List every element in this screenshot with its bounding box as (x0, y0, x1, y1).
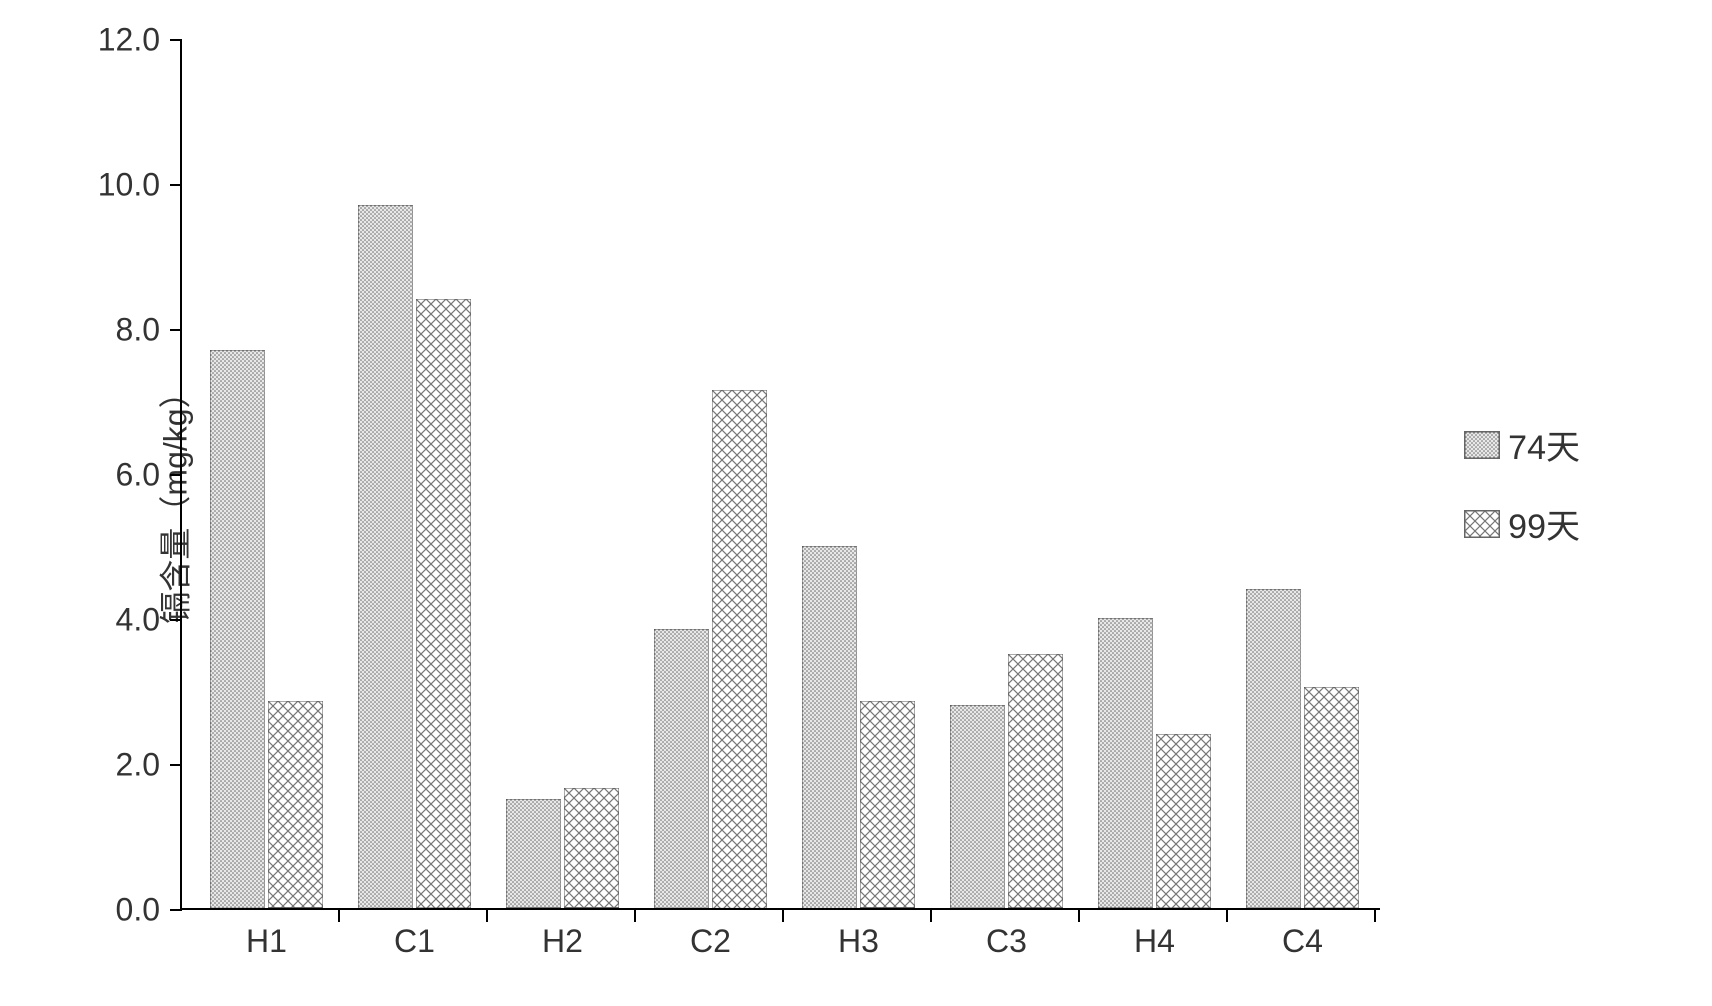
bar-C1-99天 (416, 299, 471, 908)
x-tick-label: H3 (838, 923, 879, 960)
x-tick (1226, 910, 1228, 922)
x-tick (486, 910, 488, 922)
x-tick-label: C4 (1282, 923, 1323, 960)
y-tick-label: 4.0 (116, 602, 160, 639)
bar-H1-99天 (268, 701, 323, 908)
chart-container: 镉含量（mg/kg） 0.0 2.0 4.0 6.0 8.0 10.0 12.0 H1 C1 H… (80, 20, 1640, 980)
legend-swatch-crosshatch (1464, 510, 1500, 538)
legend: 74天 99天 (1464, 420, 1580, 578)
bar-H3-99天 (860, 701, 915, 908)
y-axis-label: 镉含量（mg/kg） (151, 376, 197, 623)
bar-H1-74天 (210, 350, 265, 908)
bar-C3-99天 (1008, 654, 1063, 908)
x-tick-label: C3 (986, 923, 1027, 960)
legend-label-74: 74天 (1508, 420, 1580, 469)
bar-H2-74天 (506, 799, 561, 908)
bar-C3-74天 (950, 705, 1005, 908)
x-tick-label: C1 (394, 923, 435, 960)
x-tick (634, 910, 636, 922)
y-tick-label: 0.0 (116, 892, 160, 929)
y-tick (170, 39, 182, 41)
x-tick-label: C2 (690, 923, 731, 960)
bar-H3-74天 (802, 546, 857, 909)
x-tick (1374, 910, 1376, 922)
x-tick (1078, 910, 1080, 922)
bar-H2-99天 (564, 788, 619, 908)
y-tick-label: 2.0 (116, 747, 160, 784)
x-tick-label: H4 (1134, 923, 1175, 960)
legend-item-99: 99天 (1464, 499, 1580, 548)
legend-item-74: 74天 (1464, 420, 1580, 469)
y-tick (170, 474, 182, 476)
x-tick (338, 910, 340, 922)
legend-label-99: 99天 (1508, 499, 1580, 548)
bar-C4-74天 (1246, 589, 1301, 908)
y-tick-label: 8.0 (116, 312, 160, 349)
bar-C2-99天 (712, 390, 767, 908)
x-tick (782, 910, 784, 922)
y-tick (170, 329, 182, 331)
y-tick (170, 619, 182, 621)
y-tick-label: 10.0 (98, 167, 160, 204)
x-tick (930, 910, 932, 922)
x-tick-label: H2 (542, 923, 583, 960)
legend-swatch-dots (1464, 431, 1500, 459)
y-tick (170, 184, 182, 186)
y-tick (170, 909, 182, 911)
x-axis (180, 908, 1380, 910)
y-tick-label: 12.0 (98, 22, 160, 59)
bar-C4-99天 (1304, 687, 1359, 908)
bar-C2-74天 (654, 629, 709, 908)
y-tick-label: 6.0 (116, 457, 160, 494)
y-tick (170, 764, 182, 766)
x-tick-label: H1 (246, 923, 287, 960)
bar-H4-99天 (1156, 734, 1211, 908)
bar-C1-74天 (358, 205, 413, 908)
bar-H4-74天 (1098, 618, 1153, 908)
